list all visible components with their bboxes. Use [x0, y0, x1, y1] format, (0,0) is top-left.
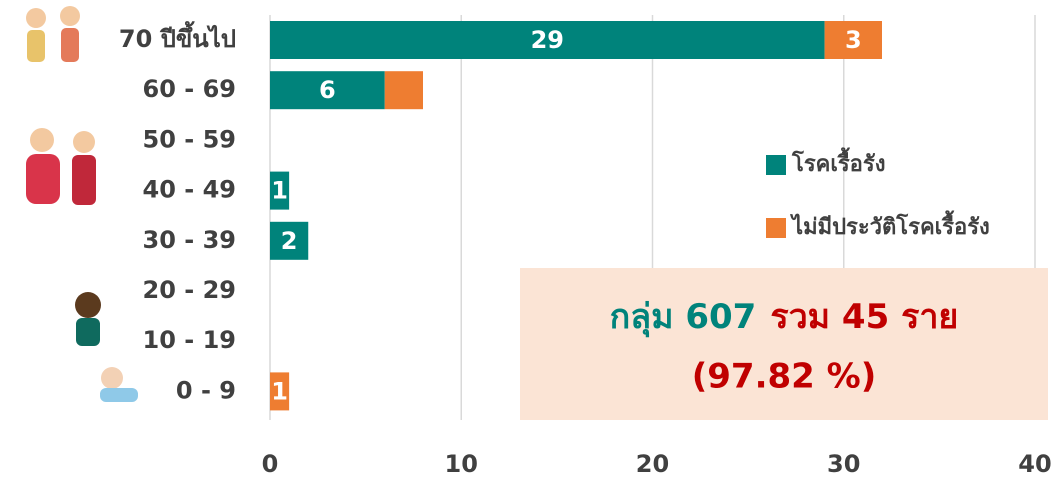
chart: กลุ่ม 607 รวม 45 ราย (97.82 %) 0 10 20 30 40 7… [0, 0, 1054, 477]
legend-swatch [766, 155, 786, 175]
annotation-line2: (97.82 %) [692, 357, 877, 397]
x-tick-label: 0 [262, 450, 279, 477]
y-tick-label: 0 - 9 [176, 376, 236, 404]
legend-label: โรคเรื้อรัง [791, 147, 885, 177]
annotation-box [520, 268, 1048, 420]
y-tick-label: 40 - 49 [143, 176, 236, 204]
x-tick-label: 10 [445, 450, 478, 477]
bar-segment [385, 71, 423, 109]
x-tick-label: 20 [636, 450, 669, 477]
annotation-total: รวม 45 ราย [770, 297, 958, 337]
y-tick-label: 20 - 29 [143, 276, 236, 304]
x-tick-label: 30 [827, 450, 860, 477]
data-label: 1 [271, 377, 288, 405]
y-tick-label: 60 - 69 [143, 75, 236, 103]
data-label: 3 [845, 26, 862, 54]
data-label: 6 [319, 76, 336, 104]
annotation-group: กลุ่ม 607 [610, 297, 757, 338]
legend-swatch [766, 218, 786, 238]
y-tick-label: 30 - 39 [143, 226, 236, 254]
data-label: 2 [281, 227, 298, 255]
y-tick-label: 50 - 59 [143, 125, 236, 153]
annotation-line1: กลุ่ม 607 รวม 45 ราย [610, 297, 959, 338]
data-label: 29 [531, 26, 564, 54]
data-label: 1 [271, 177, 288, 205]
y-tick-label: 70 ปีขึ้นไป [119, 20, 236, 53]
y-tick-label: 10 - 19 [143, 326, 236, 354]
icons [26, 6, 138, 402]
legend-label: ไม่มีประวัติโรคเรื้อรัง [790, 210, 990, 240]
x-tick-label: 40 [1018, 450, 1051, 477]
